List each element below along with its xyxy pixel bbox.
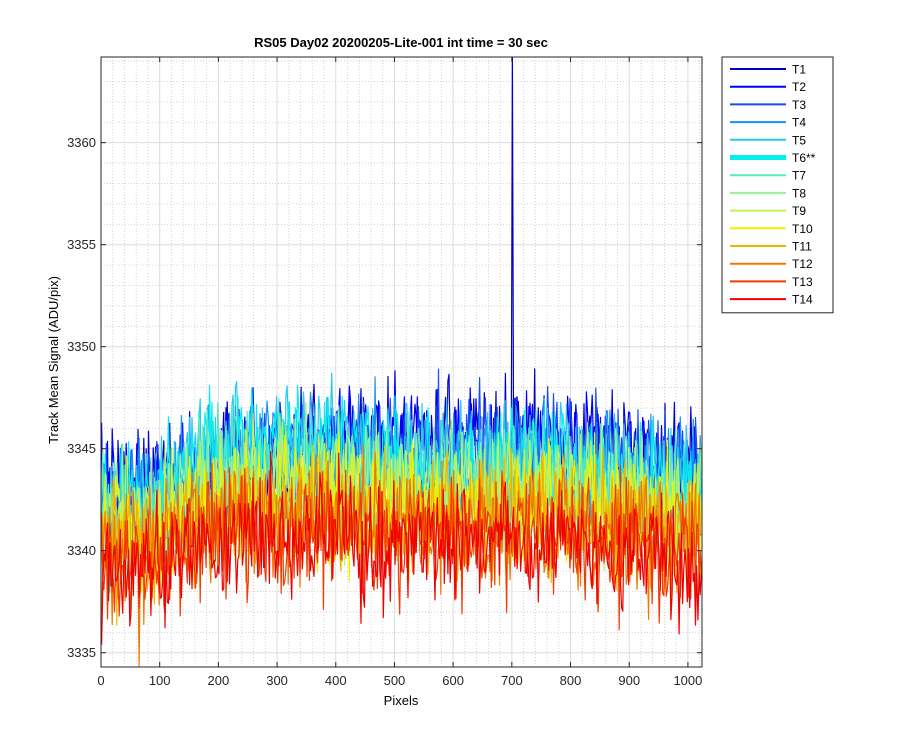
legend-label: T3 (792, 98, 806, 112)
y-tick-label: 3340 (67, 543, 96, 558)
y-tick-label: 3335 (67, 645, 96, 660)
x-tick-label: 500 (384, 673, 406, 688)
x-tick-label: 900 (618, 673, 640, 688)
x-tick-label: 1000 (673, 673, 702, 688)
chart-title: RS05 Day02 20200205-Lite-001 int time = … (254, 35, 548, 50)
x-tick-label: 600 (442, 673, 464, 688)
axes-frame (100, 56, 703, 668)
legend-item: T8 (730, 186, 806, 200)
series-line-t14 (101, 451, 702, 645)
legend-label: T12 (792, 257, 813, 271)
legend-item: T3 (730, 98, 806, 112)
y-tick-label: 3355 (67, 237, 96, 252)
legend-label: T14 (792, 293, 813, 307)
x-tick-label: 300 (266, 673, 288, 688)
x-axis-ticks: 0 100 200 300 400 500 600 700 800 900 1000 (97, 57, 702, 688)
legend-item: T5 (730, 133, 806, 147)
legend-label: T11 (792, 240, 812, 254)
legend-item: T7 (730, 169, 806, 183)
legend-item: T13 (730, 275, 813, 289)
y-tick-label: 3360 (67, 135, 96, 150)
axes-box (100, 56, 703, 668)
legend-label: T5 (792, 133, 806, 147)
legend-label: T2 (792, 80, 806, 94)
legend-item: T1 (730, 63, 806, 77)
legend-label: T9 (792, 204, 806, 218)
x-tick-label: 400 (325, 673, 347, 688)
legend-label: T7 (792, 169, 806, 183)
legend-item: T6** (730, 151, 816, 165)
legend-label: T13 (792, 275, 813, 289)
x-tick-label: 800 (560, 673, 582, 688)
legend-label: T4 (792, 116, 806, 130)
x-tick-label: 0 (97, 673, 104, 688)
legend-item: T10 (730, 222, 813, 236)
legend-box (721, 56, 834, 314)
legend-label: T1 (792, 63, 806, 77)
legend-item: T9 (730, 204, 806, 218)
x-tick-label: 100 (149, 673, 171, 688)
legend-item: T4 (730, 116, 806, 130)
legend: T1 T2 T3 T4 T5 T6** T7 T8 T9 T10 T11 T12 T13 T14 (721, 56, 834, 314)
series-layer (101, 57, 702, 667)
x-tick-label: 700 (501, 673, 523, 688)
y-axis-ticks: 3335 3340 3345 3350 3355 3360 (67, 135, 702, 660)
y-tick-label: 3350 (67, 339, 96, 354)
y-axis-label: Track Mean Signal (ADU/pix) (46, 276, 61, 444)
x-axis-label: Pixels (384, 693, 419, 708)
x-tick-label: 200 (208, 673, 230, 688)
legend-item: T12 (730, 257, 813, 271)
y-tick-label: 3345 (67, 441, 96, 456)
legend-item: T11 (730, 240, 812, 254)
legend-item: T14 (730, 293, 813, 307)
legend-label: T6** (792, 151, 816, 165)
legend-label: T10 (792, 222, 813, 236)
legend-label: T8 (792, 186, 806, 200)
legend-item: T2 (730, 80, 806, 94)
